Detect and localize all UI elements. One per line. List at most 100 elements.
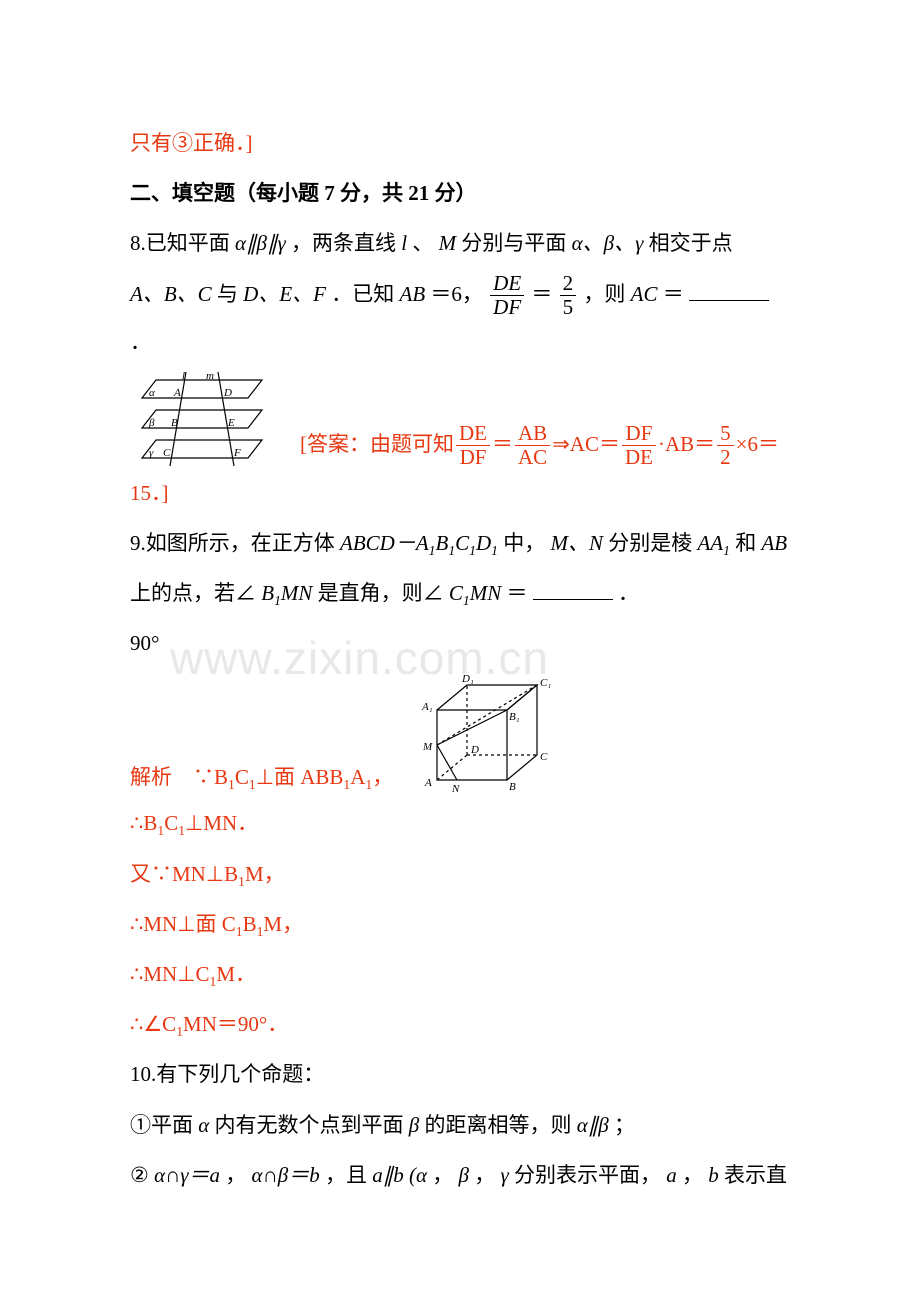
q10-stem: 10.有下列几个命题： (130, 1051, 790, 1097)
label-C1: C₁ (540, 677, 551, 689)
prev-answer-tail: 只有③正确．] (130, 120, 790, 166)
math: AC (631, 282, 658, 306)
text: ＝ (492, 432, 513, 456)
math: α∥β (577, 1113, 609, 1137)
section-heading: 二、填空题（每小题 7 分，共 21 分） (130, 170, 790, 216)
text: ＝ (663, 282, 684, 306)
q9-solution-line6: ∴∠C1MN＝90°． (130, 1001, 790, 1047)
math: D (476, 531, 491, 555)
q9-solution-lead-row: 解析 ∵B1C1⊥面 ABB1A1， A B C D (130, 670, 790, 800)
text: 、 (412, 231, 433, 255)
q8-stem-line2: A、B、C 与 D、E、F ．已知 AB ＝6， DE DF ＝ 2 5 ，则 … (130, 271, 790, 366)
math: β (409, 1113, 419, 1137)
fraction: AB AC (515, 422, 550, 469)
text: A (350, 765, 365, 789)
text: 表示直 (724, 1163, 787, 1187)
denominator: DF (490, 296, 524, 319)
text: ⇒AC＝ (552, 432, 620, 456)
denominator: 2 (717, 446, 734, 469)
text: ⊥MN． (185, 811, 258, 835)
math: a (666, 1163, 677, 1187)
math: M (439, 231, 457, 255)
numerator: 5 (717, 422, 734, 446)
text: ×6＝ (736, 432, 779, 456)
text: ＝ (531, 282, 552, 306)
label-m: m (206, 370, 214, 382)
sub: 1 (469, 543, 476, 558)
label-B: B (509, 781, 516, 793)
label-l: l (182, 370, 185, 382)
sub: 1 (238, 874, 245, 889)
denominator: DF (456, 446, 490, 469)
label-D1: D₁ (461, 673, 474, 685)
numerator: DF (622, 422, 656, 446)
text: ， (432, 1163, 453, 1187)
math: A、B、C (130, 282, 212, 306)
q9-solution-line5: ∴MN⊥C1M． (130, 951, 790, 997)
numerator: AB (515, 422, 550, 446)
math: AA (697, 531, 723, 555)
text: ． (130, 330, 151, 354)
text: ， (372, 765, 393, 789)
q9-solution-line2: ∴B1C1⊥MN． (130, 800, 790, 846)
fraction: 2 5 (560, 272, 577, 319)
q9-solution-line1: 解析 ∵B1C1⊥面 ABB1A1， (130, 754, 393, 800)
math: AB (400, 282, 426, 306)
label-A1: A₁ (421, 701, 433, 713)
text: ．已知 (331, 282, 399, 306)
label-M: M (422, 741, 433, 753)
text: ， (474, 1163, 495, 1187)
label-D: D (223, 387, 232, 399)
text: ∴MN⊥C (130, 962, 210, 986)
text: 与 (217, 282, 243, 306)
sub: 1 (249, 777, 256, 792)
text: ； (614, 1113, 635, 1137)
numerator: DE (456, 422, 490, 446)
numerator: 2 (560, 272, 577, 296)
sub: 1 (236, 924, 243, 939)
text: ，两条直线 (291, 231, 401, 255)
text: 分别与平面 (461, 231, 571, 255)
math: D、E、F (243, 282, 326, 306)
fill-blank (533, 579, 613, 600)
q8-stem-line1: 8.已知平面 α∥β∥γ ，两条直线 l 、 M 分别与平面 α、β、γ 相交于… (130, 220, 790, 266)
q8-answer-line1: [答案：由题可知 DE DF ＝ AB AC ⇒AC＝ DF DE ·AB＝ 5… (300, 421, 779, 470)
text: C (164, 811, 178, 835)
sub: 1 (723, 543, 730, 558)
math: b (708, 1163, 719, 1187)
text: M， (263, 912, 303, 936)
text: 的距离相等，则 (425, 1113, 577, 1137)
text: 分别是棱 (608, 531, 697, 555)
sub: 1 (463, 593, 470, 608)
math: ABCD－A (340, 531, 429, 555)
math: α、β、γ (572, 231, 644, 255)
solution-lead: 解析 (130, 765, 172, 789)
text: ∴B (130, 811, 157, 835)
fraction: DE DF (490, 272, 524, 319)
text: 分别表示平面， (514, 1163, 661, 1187)
text: 是直角，则∠ (318, 581, 444, 605)
text: 又∵MN⊥B (130, 862, 238, 886)
math: α∩β＝b (252, 1163, 320, 1187)
math: l (401, 231, 407, 255)
math: (α (409, 1163, 427, 1187)
fraction: DF DE (622, 422, 656, 469)
sub: 1 (491, 543, 498, 558)
text: ∴∠C (130, 1012, 176, 1036)
label-alpha: α (149, 387, 155, 399)
fraction: DE DF (456, 422, 490, 469)
math: B (435, 531, 448, 555)
q10-prop2: ② α∩γ＝a ， α∩β＝b ，且 a∥b (α ， β ， γ 分别表示平面… (130, 1152, 790, 1198)
text: 内有无数个点到平面 (215, 1113, 409, 1137)
text: ∵B (193, 765, 228, 789)
q9-cube-diagram: A B C D A₁ B₁ C₁ D₁ M N (407, 670, 557, 800)
math: γ (500, 1163, 508, 1187)
denominator: AC (515, 446, 550, 469)
text: 9.如图所示，在正方体 (130, 531, 340, 555)
text: ＝ (507, 581, 528, 605)
q9-solution-line4: ∴MN⊥面 C1B1M， (130, 901, 790, 947)
label-F: F (233, 447, 241, 459)
q8-figure-and-answer: l m α β γ A B C D E F [答案：由题可知 DE DF ＝ A… (130, 370, 790, 470)
fraction: 5 2 (717, 422, 734, 469)
label-gamma: γ (149, 447, 154, 459)
